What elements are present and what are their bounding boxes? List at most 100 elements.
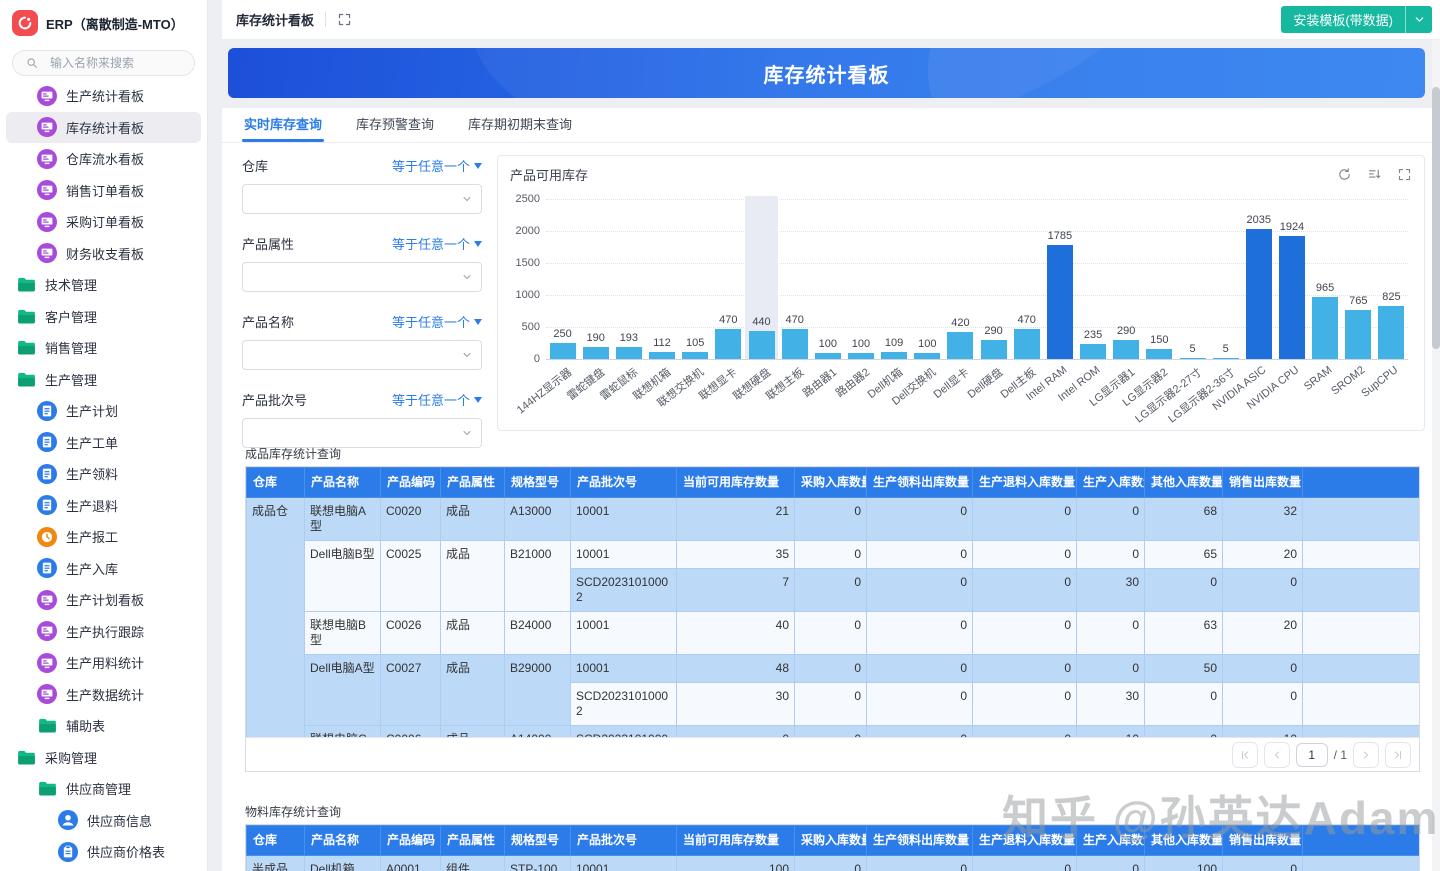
sidebar-item-1[interactable]: 库存统计看板 <box>6 111 201 143</box>
bar-LG显示器2-27寸[interactable] <box>1179 358 1206 359</box>
expand-icon[interactable] <box>337 12 352 27</box>
sidebar-item-18[interactable]: 生产用料统计 <box>6 647 201 679</box>
filter-operator[interactable]: 等于任意一个 <box>392 312 482 331</box>
sidebar-item-14[interactable]: 生产报工 <box>6 521 201 553</box>
bar-Dell硬盘[interactable] <box>980 340 1007 359</box>
filter-operator[interactable]: 等于任意一个 <box>392 156 482 175</box>
bar-144HZ显示器[interactable] <box>549 343 576 359</box>
filter-operator[interactable]: 等于任意一个 <box>392 234 482 253</box>
bar-NVIDIA ASIC[interactable] <box>1245 228 1272 359</box>
table-row[interactable]: 联想电脑B型 C0026 成品 B24000 10001 40 0 0 0 0 63 20 <box>247 611 1419 655</box>
sidebar-item-17[interactable]: 生产执行跟踪 <box>6 616 201 648</box>
table-row[interactable]: 半成品 Dell机箱 A0001 组件 STP-100 10001 100 0 0 0 0 100 0 <box>246 855 1419 871</box>
table-row[interactable]: SCD20231010002 7 0 0 0 30 0 0 <box>247 568 1419 612</box>
bar-LG显示器1[interactable] <box>1113 340 1140 359</box>
table-cell: 0 <box>1076 540 1145 569</box>
column-header: 销售出库数量 <box>1222 825 1303 856</box>
table-row[interactable]: Dell电脑B型 C0025 成品 B21000 10001 35 0 0 0 0 65 20 <box>247 540 1419 612</box>
prev-page-button[interactable] <box>1263 741 1290 768</box>
bar-NVIDIA CPU[interactable] <box>1278 235 1305 359</box>
bar-Intel ROM[interactable] <box>1080 343 1107 359</box>
bar-路由器2[interactable] <box>847 352 874 359</box>
table-row[interactable]: 联想电脑C型C0006成品A14000SCD202310100010000100… <box>247 725 1419 737</box>
sidebar-item-label: 生产退料 <box>66 498 119 514</box>
table-cell: A13000 <box>504 497 571 541</box>
table-scroll-area[interactable]: 仓库 产品名称 产品编码 产品属性 规格型号 产品批次号 当前可用库存数量 采购入库数量 生产领… <box>246 825 1419 871</box>
first-page-button[interactable] <box>1231 741 1258 768</box>
sidebar-item-12[interactable]: 生产领料 <box>6 458 201 490</box>
sidebar-item-label: 供应商管理 <box>66 782 132 798</box>
table-row[interactable]: Dell电脑A型 C0027 成品 B29000 10001 48 0 0 0 0 50 0 <box>247 654 1419 726</box>
sidebar-item-2[interactable]: 仓库流水看板 <box>6 143 201 175</box>
fullscreen-icon[interactable] <box>1397 167 1412 182</box>
bar-联想硬盘[interactable] <box>748 330 775 359</box>
table-row[interactable]: 成品仓 联想电脑A型 C0020 成品 A13000 10001 21 0 0 0 0 68 32 <box>246 497 1419 737</box>
sidebar-item-5[interactable]: 财务收支看板 <box>6 238 201 270</box>
install-dropdown-arrow[interactable] <box>1405 6 1432 33</box>
page-input[interactable] <box>1295 742 1328 767</box>
batch-no-select[interactable] <box>242 418 482 448</box>
bar-联想主板[interactable] <box>781 328 808 359</box>
bar-Dell显卡[interactable] <box>947 332 974 359</box>
bar-路由器1[interactable] <box>814 352 841 359</box>
tab-realtime-inventory[interactable]: 实时库存查询 <box>242 106 325 142</box>
bar-联想显卡[interactable] <box>715 328 742 359</box>
sidebar-item-13[interactable]: 生产退料 <box>6 490 201 522</box>
filter-operator[interactable]: 等于任意一个 <box>392 390 482 409</box>
sidebar-item-21[interactable]: 采购管理 <box>6 742 201 774</box>
warehouse-select[interactable] <box>242 184 482 214</box>
tab-inventory-warning[interactable]: 库存预警查询 <box>356 117 435 132</box>
bar-Dell交换机[interactable] <box>914 352 941 359</box>
product-name-select[interactable] <box>242 340 482 370</box>
table-cell: 30 <box>676 682 795 726</box>
sidebar-item-16[interactable]: 生产计划看板 <box>6 584 201 616</box>
sidebar-item-23[interactable]: 供应商信息 <box>6 805 201 837</box>
last-page-button[interactable] <box>1385 741 1411 768</box>
sidebar-item-24[interactable]: 供应商价格表 <box>6 836 201 868</box>
sidebar-item-8[interactable]: 销售管理 <box>6 332 201 364</box>
bar-SRAM[interactable] <box>1312 297 1339 359</box>
sidebar-item-20[interactable]: 辅助表 <box>6 710 201 742</box>
bar-Intel RAM[interactable] <box>1046 244 1073 359</box>
tab-inventory-period[interactable]: 库存期初期末查询 <box>468 117 573 132</box>
table-scroll-area[interactable]: 仓库 产品名称 产品编码 产品属性 规格型号 产品批次号 当前可用库存数量 采购入库数量 生产领… <box>246 467 1419 737</box>
bar-LG显示器2-36寸[interactable] <box>1212 358 1239 359</box>
y-axis-tick: 1500 <box>515 257 540 269</box>
sidebar-item-9[interactable]: 生产管理 <box>6 364 201 396</box>
sidebar-item-6[interactable]: 技术管理 <box>6 269 201 301</box>
sidebar-item-0[interactable]: 生产统计看板 <box>6 80 201 112</box>
bar-联想机箱[interactable] <box>649 351 676 359</box>
scrollbar-thumb[interactable] <box>1432 87 1440 349</box>
sidebar-item-4[interactable]: 采购订单看板 <box>6 206 201 238</box>
open-tab-title[interactable]: 库存统计看板 <box>236 13 315 28</box>
page-scrollbar[interactable] <box>1432 40 1440 871</box>
bar-联想交换机[interactable] <box>682 352 709 359</box>
sidebar-item-19[interactable]: 生产数据统计 <box>6 679 201 711</box>
table-cell: 0 <box>866 855 973 871</box>
bar-雷蛇鼠标[interactable] <box>615 346 642 359</box>
refresh-icon[interactable] <box>1337 167 1352 182</box>
bar-雷蛇键盘[interactable] <box>582 346 609 359</box>
sidebar-item-10[interactable]: 生产计划 <box>6 395 201 427</box>
next-page-button[interactable] <box>1353 741 1379 768</box>
bar-SupCPU[interactable] <box>1378 306 1405 359</box>
clipboard-icon <box>58 841 78 862</box>
install-template-button[interactable]: 安装模板(带数据) <box>1281 6 1432 33</box>
sidebar-item-22[interactable]: 供应商管理 <box>6 773 201 805</box>
gridline <box>546 199 1408 200</box>
bar-Dell机箱[interactable] <box>881 352 908 359</box>
bar-LG显示器2[interactable] <box>1146 349 1173 359</box>
sidebar-item-7[interactable]: 客户管理 <box>6 301 201 333</box>
product-attr-select[interactable] <box>242 262 482 292</box>
bar-Dell主板[interactable] <box>1013 328 1040 359</box>
sidebar-search[interactable] <box>12 50 195 76</box>
sort-settings-icon[interactable] <box>1367 167 1382 182</box>
search-input[interactable] <box>48 55 185 71</box>
bar-SROM2[interactable] <box>1345 310 1372 359</box>
table-cell: 0 <box>972 654 1077 683</box>
sidebar-item-11[interactable]: 生产工单 <box>6 427 201 459</box>
sidebar-item-3[interactable]: 销售订单看板 <box>6 175 201 207</box>
table-cell <box>1302 682 1419 726</box>
bar-chart-plot[interactable]: 0 500 1000 1500 2000 2500 250 144HZ显示器 190 雷蛇键盘 19… <box>514 193 1408 426</box>
sidebar-item-15[interactable]: 生产入库 <box>6 553 201 585</box>
